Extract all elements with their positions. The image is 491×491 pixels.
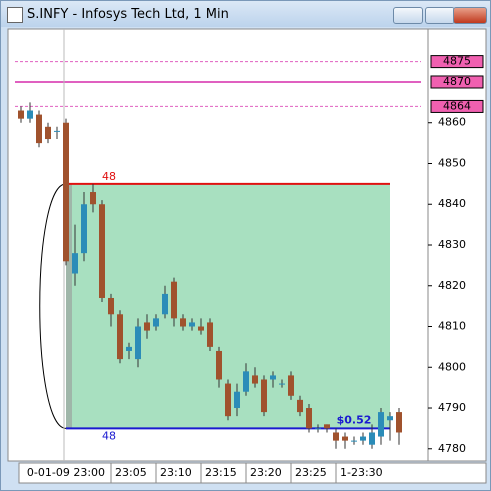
candle-body (324, 424, 330, 429)
entry-label: 48 (102, 170, 116, 183)
x-tick-label: 23:15 (205, 466, 237, 479)
x-tick-label: 23:20 (250, 466, 282, 479)
candle-body (171, 281, 177, 319)
candle-body (27, 110, 33, 119)
candle-body (90, 192, 96, 205)
candle-body (279, 383, 285, 385)
level-tag: 4875 (443, 55, 471, 68)
candle-body (270, 375, 276, 380)
candle-body (234, 391, 240, 409)
candle-body (378, 412, 384, 437)
candle-body (153, 318, 159, 327)
exit-label: 48 (102, 429, 116, 442)
y-tick-label: 4800 (438, 360, 466, 373)
trade-box-edge (66, 183, 72, 429)
candle-body (396, 412, 402, 433)
x-tick-label: 23:25 (295, 466, 327, 479)
x-tick-label: 1-23:30 (340, 466, 383, 479)
candle-body (54, 130, 60, 132)
candle-body (243, 371, 249, 392)
candle-body (351, 440, 357, 442)
candle-body (342, 436, 348, 441)
candle-body (387, 416, 393, 421)
level-tag: 4870 (443, 75, 471, 88)
trade-bracket (39, 183, 67, 429)
candle-body (99, 204, 105, 298)
close-button[interactable] (453, 7, 487, 24)
maximize-button[interactable] (425, 7, 455, 24)
chart: 4875 4870 4864 48 48 $0.52 4780 4790 4800 4810 482… (7, 28, 487, 484)
candle-body (108, 297, 114, 315)
candle-body (81, 204, 87, 254)
candle-body (135, 326, 141, 360)
y-tick-label: 4860 (438, 116, 466, 129)
y-tick-label: 4830 (438, 238, 466, 251)
candle-body (306, 408, 312, 429)
candle-body (189, 322, 195, 327)
y-tick-label: 4810 (438, 320, 466, 333)
candle-body (252, 375, 258, 384)
title-bar: S.INFY - Infosys Tech Ltd, 1 Min (1, 1, 490, 27)
y-tick-label: 4820 (438, 279, 466, 292)
window-title: S.INFY - Infosys Tech Ltd, 1 Min (27, 7, 229, 22)
candle-body (72, 253, 78, 274)
y-tick-label: 4840 (438, 197, 466, 210)
candle-body (162, 293, 168, 315)
candle-body (216, 350, 222, 380)
candle-body (369, 432, 375, 445)
y-tick-label: 4850 (438, 156, 466, 169)
candle-body (180, 318, 186, 327)
minimize-button[interactable] (393, 7, 423, 24)
y-tick-label: 4790 (438, 401, 466, 414)
y-tick-label: 4780 (438, 442, 466, 455)
candle-body (144, 322, 150, 331)
candle-body (18, 110, 24, 119)
candle-body (117, 314, 123, 360)
pnl-label: $0.52 (337, 413, 372, 426)
time-axis (18, 462, 487, 484)
candle-body (297, 399, 303, 413)
x-tick-label: 23:10 (160, 466, 192, 479)
candle-body (36, 114, 42, 144)
candle-body (207, 322, 213, 347)
level-tag-box (430, 99, 484, 113)
level-tag-box (430, 75, 484, 89)
candle-body (198, 326, 204, 331)
app-icon (7, 7, 23, 23)
candle-body (288, 375, 294, 396)
candle-body (225, 383, 231, 417)
candle-body (333, 432, 339, 441)
candle-body (360, 436, 366, 441)
candle-body (315, 428, 321, 430)
level-tag: 4864 (443, 99, 471, 112)
candle-body (45, 126, 51, 140)
x-tick-label: 23:05 (115, 466, 147, 479)
candle-body (261, 379, 267, 413)
candle-body (126, 346, 132, 351)
candle-body (63, 122, 69, 262)
level-tag-box (430, 55, 484, 69)
x-tick-label: 0-01-09 23:00 (27, 466, 105, 479)
